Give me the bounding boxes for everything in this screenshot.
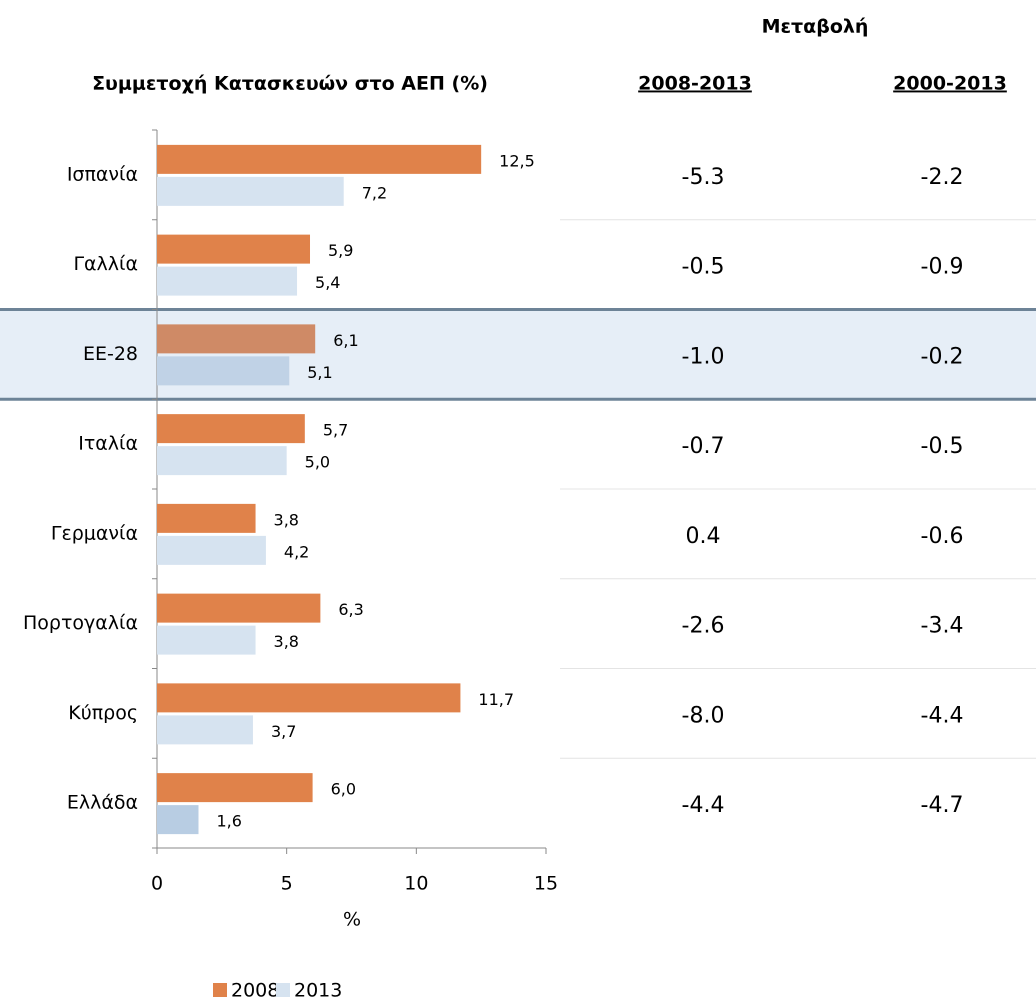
data-label: 3,8 xyxy=(274,510,299,529)
table-cell: -0.9 xyxy=(921,255,964,280)
data-label: 11,7 xyxy=(478,690,514,709)
highlight-band xyxy=(0,309,1036,400)
y-tick-label: Ελλάδα xyxy=(67,792,138,814)
x-tick-label: 5 xyxy=(281,873,293,895)
table-cell: -0.7 xyxy=(682,434,725,459)
data-label: 6,0 xyxy=(331,780,356,799)
table-title: Μεταβολή xyxy=(762,16,869,38)
table-cell: -5.3 xyxy=(682,165,725,190)
table-cell: -4.4 xyxy=(921,703,964,728)
y-tick-label: Ιταλία xyxy=(78,433,138,455)
x-tick-label: 0 xyxy=(151,873,163,895)
table-cell: -0.5 xyxy=(921,434,964,459)
table-cell: -2.2 xyxy=(921,165,964,190)
y-tick-label: Ισπανία xyxy=(67,163,138,185)
table-cell: -8.0 xyxy=(682,703,725,728)
legend-label: 2008 xyxy=(231,980,279,1002)
y-tick-label: Κύπρος xyxy=(68,702,138,724)
column-header: 2000-2013 xyxy=(893,73,1007,95)
data-label: 5,7 xyxy=(323,421,348,440)
table-cell: -0.5 xyxy=(682,255,725,280)
chart-title: Συμμετοχή Κατασκευών στο ΑΕΠ (%) xyxy=(92,73,488,95)
bar xyxy=(157,805,199,835)
table-cell: 0.4 xyxy=(686,524,721,549)
table-cell: -0.6 xyxy=(921,524,964,549)
data-label: 5,9 xyxy=(328,241,353,260)
x-axis-label: % xyxy=(343,909,361,931)
data-label: 5,4 xyxy=(315,273,340,292)
x-tick-label: 15 xyxy=(534,873,558,895)
bar xyxy=(157,356,290,386)
y-tick-label: ΕΕ-28 xyxy=(83,343,138,365)
bar xyxy=(157,446,287,476)
bar xyxy=(157,503,256,533)
legend-swatch xyxy=(276,983,290,997)
bar xyxy=(157,593,321,623)
data-label: 5,0 xyxy=(305,453,330,472)
bar xyxy=(157,715,253,745)
bar xyxy=(157,176,344,206)
bar xyxy=(157,266,298,296)
table-cell: -3.4 xyxy=(921,614,964,639)
y-tick-label: Γαλλία xyxy=(73,253,138,275)
table-cell: -4.7 xyxy=(921,793,964,818)
table-cell: -4.4 xyxy=(682,793,725,818)
table-cell: -2.6 xyxy=(682,614,725,639)
bar xyxy=(157,324,316,354)
data-label: 12,5 xyxy=(499,151,535,170)
y-tick-label: Γερμανία xyxy=(51,522,138,544)
bar xyxy=(157,144,482,174)
data-label: 3,7 xyxy=(271,722,296,741)
bar xyxy=(157,773,313,803)
x-tick-label: 10 xyxy=(404,873,428,895)
legend-label: 2013 xyxy=(294,980,342,1002)
table-cell: -1.0 xyxy=(682,344,725,369)
data-label: 1,6 xyxy=(216,812,241,831)
bar xyxy=(157,414,305,444)
bar xyxy=(157,625,256,655)
data-label: 3,8 xyxy=(274,632,299,651)
column-header: 2008-2013 xyxy=(638,73,752,95)
y-tick-label: Πορτογαλία xyxy=(23,612,138,634)
bar xyxy=(157,683,461,713)
data-label: 4,2 xyxy=(284,542,309,561)
data-label: 5,1 xyxy=(307,363,332,382)
legend-swatch xyxy=(213,983,227,997)
bar xyxy=(157,234,311,264)
data-label: 6,3 xyxy=(338,600,363,619)
table-cell: -0.2 xyxy=(921,344,964,369)
bar xyxy=(157,535,266,565)
data-label: 7,2 xyxy=(362,183,387,202)
data-label: 6,1 xyxy=(333,331,358,350)
